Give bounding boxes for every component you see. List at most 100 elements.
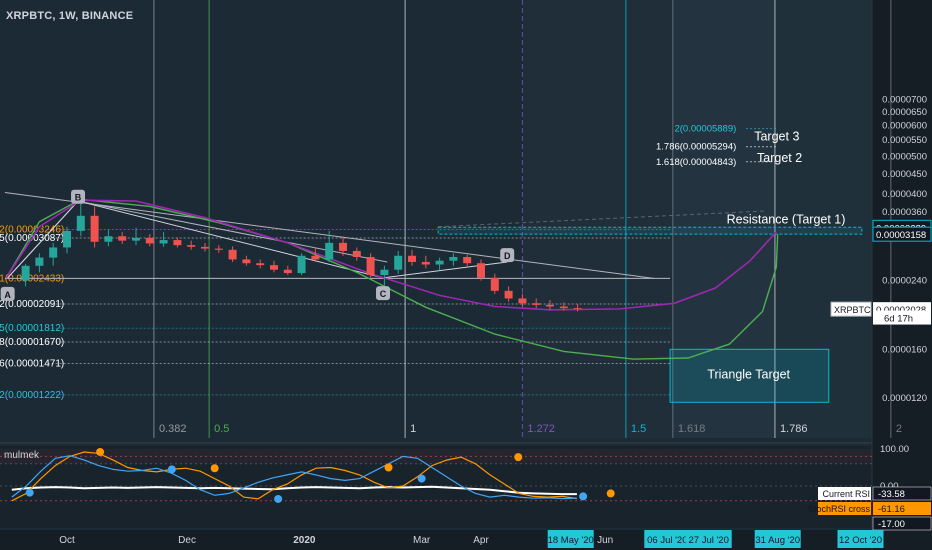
fib-time-label: 1.786 (780, 423, 808, 435)
osc-marker (96, 447, 105, 456)
osc-readout-value: -61.16 (878, 504, 905, 515)
fib-target-label: 1.786(0.00005294) (656, 142, 736, 153)
projection-dotted-line (438, 210, 764, 228)
fib-target-label: 2(0.00005889) (674, 124, 736, 135)
candle-body (242, 259, 251, 264)
current-symbol-label: XRPBTC (834, 305, 871, 315)
time-highlight-box (547, 530, 594, 548)
candle-body (394, 255, 403, 270)
point-label: B (75, 193, 82, 203)
fib-level-label: 1.272(0.00002091) (0, 299, 64, 310)
time-highlight-label: 31 Aug '20 (755, 535, 800, 546)
point-label: D (504, 251, 511, 261)
osc-readout-label: Current RSI (822, 489, 870, 499)
point-badge (0, 286, 15, 301)
price-tick: 0.0000500 (882, 151, 927, 162)
fib-time-label: 1.272 (527, 423, 555, 435)
osc-readout-label-box (818, 487, 871, 500)
oscillator-title[interactable]: mulmek (4, 450, 40, 461)
annotation-label: Target 3 (754, 130, 799, 144)
osc-marker (579, 492, 588, 501)
candle-body (546, 304, 554, 307)
candle-body (159, 240, 168, 244)
candle-body (21, 265, 30, 281)
osc-readout-value: -33.58 (878, 489, 905, 500)
price-tick: 0.0000550 (882, 135, 927, 146)
price-label-box (872, 226, 932, 242)
point-badge (376, 286, 391, 301)
candle-body (325, 242, 334, 260)
osc-series-line (11, 451, 577, 502)
projection-zone-c (522, 0, 673, 438)
candle-body (187, 245, 196, 247)
candle-body (380, 269, 389, 276)
osc-readout-value: -17.00 (878, 519, 905, 530)
candle-body (49, 247, 58, 258)
triangle-target-box (669, 348, 830, 403)
time-label: Apr (473, 535, 489, 546)
price-tick: 0.0000400 (882, 189, 927, 200)
fib-target-label: 1.618(0.00004843) (656, 157, 736, 168)
candle-body (76, 215, 85, 231)
candle-body (366, 256, 375, 276)
b-fan-line (77, 200, 388, 263)
osc-readout-value-box (872, 486, 932, 501)
time-label: Oct (59, 535, 75, 546)
fib-time-label: 2 (896, 423, 902, 435)
candle-body (132, 237, 140, 241)
candle-body (63, 230, 71, 248)
osc-axis-tick: 0.00 (880, 481, 899, 492)
candle-body (559, 306, 568, 309)
point-badge (71, 189, 86, 204)
fib-time-label: 0.382 (159, 423, 187, 435)
time-highlight-label: 06 Jul '20 (647, 535, 687, 546)
purple-arc-curve (5, 199, 777, 311)
time-label: Mar (413, 535, 431, 546)
candle-body (435, 260, 444, 265)
price-tick: 0.0000700 (882, 94, 927, 105)
fib-level-label: 0.382(0.00003246) (0, 225, 64, 236)
price-tick: 0.0000120 (882, 393, 927, 404)
candles-group (21, 200, 582, 312)
price-tick: 0.0000160 (882, 344, 927, 355)
annotation-label: Target 2 (757, 151, 802, 165)
projection-zone-a (672, 0, 775, 438)
osc-marker (417, 474, 426, 483)
time-highlight-box (685, 530, 732, 548)
candle-body (256, 263, 265, 266)
price-tick: 0.0000360 (882, 207, 927, 218)
annotation-label: Resistance (Target 1) (727, 213, 846, 227)
fib-level-label: 1.786(0.00001471) (0, 359, 64, 370)
osc-marker (210, 464, 219, 473)
fib-level-label: 1.5(0.00001812) (0, 323, 64, 334)
osc-series-line (11, 485, 577, 496)
symbol-title[interactable]: XRPBTC, 1W, BINANCE (6, 10, 134, 22)
time-highlight-label: 27 Jul '20 (689, 535, 729, 546)
time-highlight-label: 18 May '20 (548, 535, 594, 546)
osc-readout-value-box (872, 516, 932, 531)
time-highlight-box (754, 530, 801, 548)
candle-body (490, 277, 499, 291)
annotation-label: Triangle Target (707, 367, 790, 381)
osc-marker (384, 463, 393, 472)
price-axis-strip (872, 0, 932, 550)
time-highlight-box (837, 530, 884, 548)
candle-body (477, 263, 485, 278)
candle-body (90, 215, 99, 242)
osc-series-line (11, 455, 577, 500)
osc-marker (274, 494, 283, 503)
osc-marker (606, 489, 615, 498)
candle-body (408, 255, 416, 262)
osc-readout-label-box (818, 502, 871, 515)
candle-body (518, 298, 527, 304)
candle-body (228, 249, 237, 260)
current-symbol-tag (830, 301, 872, 317)
candle-body (421, 261, 430, 265)
point-badge (500, 248, 515, 263)
price-tick: 0.0000240 (882, 276, 927, 287)
candle-body (35, 257, 44, 266)
candle-body (118, 236, 127, 241)
candle-body (297, 255, 306, 274)
